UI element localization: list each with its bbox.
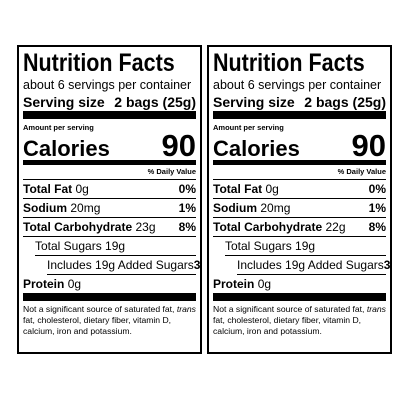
nutrient: Includes 19g Added Sugars (47, 256, 194, 274)
calories-label: Calories (23, 136, 110, 161)
serving-size-label: Serving size (23, 94, 105, 110)
serving-size: Serving size 2 bags (25g) (23, 94, 196, 111)
nutrient-amount: 19g (295, 239, 316, 253)
nutrient-row: Sodium 20mg 1% (23, 199, 196, 218)
calories-value: 90 (351, 128, 386, 163)
title: Nutrition Facts (23, 49, 175, 77)
nutrient: Total Sugars 19g (35, 237, 125, 255)
nutrient-name: Includes 19g Added Sugars (237, 258, 384, 272)
footnote-italic: trans (366, 304, 386, 314)
serving-size-value: 2 bags (25g) (304, 94, 386, 110)
calories: Calories 90 (213, 128, 386, 163)
serving-size-label: Serving size (213, 94, 295, 110)
daily-value: 38% (193, 258, 201, 272)
footnote-italic: trans (176, 304, 196, 314)
divider (213, 293, 386, 301)
daily-value: 1% (368, 201, 386, 215)
nutrition-label: Nutrition Facts about 6 servings per cont… (17, 45, 202, 354)
nutrient-name: Protein (213, 277, 255, 291)
nutrient-row: Includes 19g Added Sugars38% (47, 256, 200, 275)
nutrient-row: Total Fat 0g 0% (213, 180, 386, 199)
footnote: Not a significant source of saturated fa… (213, 304, 386, 337)
nutrient-row: Total Carbohydrate 22g 8% (213, 218, 386, 237)
nutrient-amount: 23g (135, 220, 156, 234)
nutrient-amount: 0g (257, 277, 272, 291)
nutrient-name: Sodium (23, 201, 67, 215)
amount-per-serving: Amount per serving (23, 123, 94, 132)
nutrient: Sodium 20mg (23, 199, 100, 217)
daily-value-header: % Daily Value (213, 165, 386, 180)
nutrient-amount: 0g (75, 182, 89, 196)
nutrient: Includes 19g Added Sugars (237, 256, 384, 274)
amount-per-serving: Amount per serving (213, 123, 284, 132)
nutrient-amount: 22g (325, 220, 346, 234)
nutrition-label: Nutrition Facts about 6 servings per cont… (207, 45, 392, 354)
nutrient: Total Fat 0g (213, 180, 279, 198)
nutrient-row: Protein 0g (23, 275, 196, 293)
nutrient-name: Total Carbohydrate (23, 220, 133, 234)
nutrient-row: Total Sugars 19g (225, 237, 386, 256)
nutrient-row: Sodium 20mg 1% (213, 199, 386, 218)
divider (23, 293, 196, 301)
footnote-text: Not a significant source of saturated fa… (213, 304, 365, 314)
daily-value: 8% (368, 220, 386, 234)
nutrient: Protein 0g (213, 275, 271, 293)
footnote-text: fat, cholesterol, dietary fiber, vitamin… (23, 315, 172, 336)
nutrient-name: Total Carbohydrate (213, 220, 323, 234)
nutrient: Total Fat 0g (23, 180, 89, 198)
serving-size: Serving size 2 bags (25g) (213, 94, 386, 111)
divider (23, 111, 196, 119)
calories-value: 90 (161, 128, 196, 163)
daily-value-header: % Daily Value (23, 165, 196, 180)
nutrient-row: Protein 0g (213, 275, 386, 293)
nutrient-row: Total Fat 0g 0% (23, 180, 196, 199)
nutrient-amount: 20mg (70, 201, 101, 215)
nutrient-name: Sodium (213, 201, 257, 215)
footnote-text: Not a significant source of saturated fa… (23, 304, 175, 314)
title: Nutrition Facts (213, 49, 365, 77)
nutrient-name: Total Sugars (35, 239, 102, 253)
nutrient-amount: 0g (67, 277, 82, 291)
daily-value: 38% (383, 258, 391, 272)
nutrient-name: Total Sugars (225, 239, 292, 253)
serving-size-value: 2 bags (25g) (114, 94, 196, 110)
daily-value: 0% (368, 182, 386, 196)
footnote-text: fat, cholesterol, dietary fiber, vitamin… (213, 315, 362, 336)
calories-label: Calories (213, 136, 300, 161)
divider (213, 160, 386, 165)
servings: about 6 servings per container (23, 78, 192, 92)
nutrient-amount: 19g (105, 239, 126, 253)
nutrient-name: Includes 19g Added Sugars (47, 258, 194, 272)
footnote: Not a significant source of saturated fa… (23, 304, 196, 337)
divider (23, 160, 196, 165)
nutrient: Total Sugars 19g (225, 237, 315, 255)
servings: about 6 servings per container (213, 78, 382, 92)
nutrient-name: Protein (23, 277, 65, 291)
nutrient-name: Total Fat (23, 182, 73, 196)
nutrient-row: Total Sugars 19g (35, 237, 196, 256)
nutrient-row: Total Carbohydrate 23g 8% (23, 218, 196, 237)
daily-value: 0% (178, 182, 196, 196)
daily-value: 8% (178, 220, 196, 234)
nutrient-row: Includes 19g Added Sugars38% (237, 256, 390, 275)
nutrient-amount: 0g (265, 182, 279, 196)
nutrient-amount: 20mg (260, 201, 291, 215)
daily-value: 1% (178, 201, 196, 215)
nutrient-name: Total Fat (213, 182, 263, 196)
calories: Calories 90 (23, 128, 196, 163)
nutrient: Sodium 20mg (213, 199, 290, 217)
nutrient: Total Carbohydrate 23g (23, 218, 156, 236)
nutrient: Protein 0g (23, 275, 81, 293)
divider (213, 111, 386, 119)
nutrient: Total Carbohydrate 22g (213, 218, 346, 236)
